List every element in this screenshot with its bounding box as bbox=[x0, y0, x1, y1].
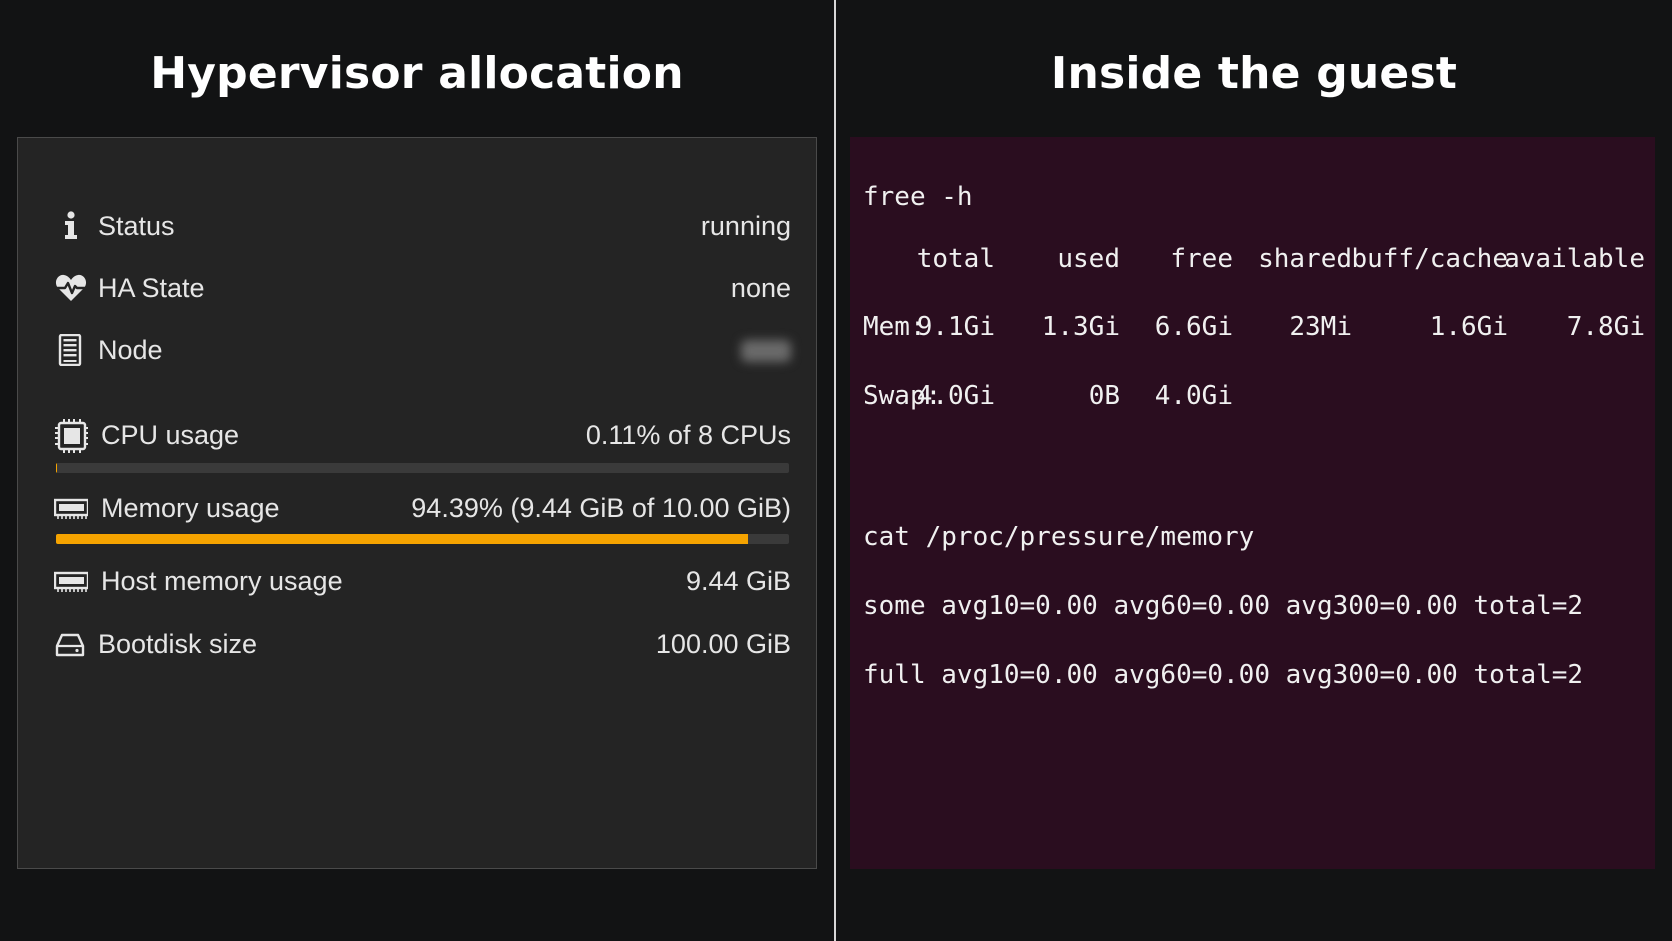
cpu-usage-value: 0.11% of 8 CPUs bbox=[585, 420, 791, 450]
cpu-usage-bar-fill bbox=[56, 463, 57, 473]
memory-icon bbox=[54, 571, 88, 592]
psi-full-line: full avg10=0.00 avg60=0.00 avg300=0.00 t… bbox=[863, 660, 1584, 690]
mem-total: 9.1Gi bbox=[916, 312, 995, 342]
mem-label: Mem: bbox=[863, 312, 926, 342]
host-memory-row: Host memory usage 9.44 GiB bbox=[54, 561, 791, 601]
cpu-usage-row: CPU usage 0.11% of 8 CPUs bbox=[54, 415, 791, 455]
header-available: available bbox=[1504, 244, 1645, 274]
mem-buff-cache: 1.6Gi bbox=[1429, 312, 1508, 342]
node-label: Node bbox=[98, 335, 163, 365]
mem-used: 1.3Gi bbox=[1041, 312, 1120, 342]
guest-terminal[interactable]: free -h total used free shared buff/cach… bbox=[850, 137, 1655, 869]
center-divider bbox=[834, 0, 836, 941]
status-value: running bbox=[700, 211, 791, 241]
memory-usage-value: 94.39% (9.44 GiB of 10.00 GiB) bbox=[411, 493, 791, 523]
swap-label: Swap: bbox=[863, 381, 942, 411]
header-buff-cache: buff/cache bbox=[1351, 244, 1508, 274]
memory-usage-bar bbox=[56, 534, 789, 544]
bootdisk-row: Bootdisk size 100.00 GiB bbox=[54, 624, 791, 664]
mem-shared: 23Mi bbox=[1289, 312, 1352, 342]
header-free: free bbox=[1170, 244, 1233, 274]
hard-drive-icon bbox=[55, 633, 85, 657]
host-memory-label: Host memory usage bbox=[101, 566, 343, 596]
psi-some-line: some avg10=0.00 avg60=0.00 avg300=0.00 t… bbox=[863, 591, 1584, 621]
host-memory-value: 9.44 GiB bbox=[685, 566, 791, 596]
header-total: total bbox=[916, 244, 995, 274]
status-row: Status running bbox=[54, 206, 791, 246]
server-icon bbox=[58, 334, 82, 366]
info-icon bbox=[65, 211, 77, 239]
heartbeat-icon bbox=[55, 274, 87, 301]
memory-usage-label: Memory usage bbox=[101, 493, 280, 523]
command-free: free -h bbox=[863, 182, 973, 212]
bootdisk-value: 100.00 GiB bbox=[655, 629, 791, 659]
node-row: Node bbox=[54, 330, 791, 370]
bootdisk-label: Bootdisk size bbox=[98, 629, 258, 659]
swap-free: 4.0Gi bbox=[1154, 381, 1233, 411]
left-panel-heading: Hypervisor allocation bbox=[150, 48, 684, 99]
ha-state-label: HA State bbox=[98, 273, 205, 303]
cpu-usage-label: CPU usage bbox=[101, 420, 240, 450]
ha-state-value: none bbox=[730, 273, 791, 303]
cpu-chip-icon bbox=[55, 419, 88, 453]
swap-used: 0B bbox=[1088, 381, 1120, 411]
command-pressure: cat /proc/pressure/memory bbox=[863, 522, 1255, 552]
node-name-redacted bbox=[741, 340, 791, 362]
memory-icon bbox=[54, 498, 88, 519]
memory-usage-row: Memory usage 94.39% (9.44 GiB of 10.00 G… bbox=[54, 488, 791, 528]
swap-total: 4.0Gi bbox=[916, 381, 995, 411]
header-used: used bbox=[1057, 244, 1120, 274]
ha-state-row: HA State none bbox=[54, 268, 791, 308]
memory-usage-bar-fill bbox=[56, 534, 748, 544]
mem-available: 7.8Gi bbox=[1566, 312, 1645, 342]
vm-summary-panel: Status running HA State none Node bbox=[17, 137, 817, 869]
cpu-usage-bar bbox=[56, 463, 789, 473]
status-label: Status bbox=[98, 211, 175, 241]
mem-free: 6.6Gi bbox=[1154, 312, 1233, 342]
header-shared: shared bbox=[1258, 244, 1352, 274]
right-panel-heading: Inside the guest bbox=[1050, 48, 1458, 99]
